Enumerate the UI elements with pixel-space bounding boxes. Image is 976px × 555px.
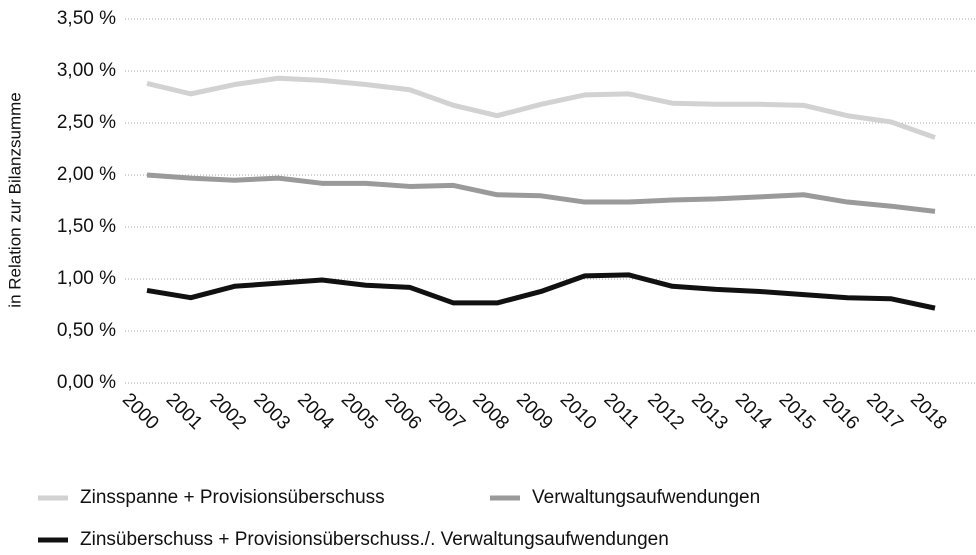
x-tick-label: 2012 bbox=[643, 389, 688, 434]
x-tick-label: 2011 bbox=[599, 389, 643, 433]
x-tick-label: 2002 bbox=[205, 389, 250, 434]
x-tick-label: 2013 bbox=[687, 389, 732, 434]
y-tick-label: 3,00 % bbox=[57, 60, 116, 81]
y-tick-label: 1,50 % bbox=[57, 216, 116, 237]
x-tick-label: 2015 bbox=[775, 389, 820, 434]
x-tick-label: 2016 bbox=[818, 389, 863, 434]
legend-label: Zinsüberschuss + Provisionsüberschuss./.… bbox=[80, 529, 669, 550]
legend-label: Verwaltungsaufwendungen bbox=[532, 487, 760, 508]
y-tick-label: 2,00 % bbox=[57, 164, 116, 185]
y-tick-label: 0,00 % bbox=[57, 372, 116, 393]
x-tick-label: 2001 bbox=[162, 389, 207, 434]
x-tick-label: 2018 bbox=[906, 389, 951, 434]
data-line bbox=[146, 272, 936, 311]
legend-label: Zinsspanne + Provisionsüberschuss bbox=[80, 487, 385, 508]
x-tick-label: 2004 bbox=[293, 389, 338, 434]
y-axis-label: in Relation zur Bilanzsumme bbox=[5, 92, 24, 307]
x-tick-label: 2009 bbox=[512, 389, 557, 434]
x-tick-label: 2007 bbox=[424, 389, 469, 434]
y-tick-label: 3,50 % bbox=[57, 8, 116, 29]
data-line bbox=[146, 75, 936, 140]
y-tick-label: 2,50 % bbox=[57, 112, 116, 133]
x-tick-label: 2017 bbox=[862, 389, 907, 434]
y-tick-label: 1,00 % bbox=[57, 268, 116, 289]
y-tick-label: 0,50 % bbox=[57, 320, 116, 341]
x-tick-label: 2008 bbox=[468, 389, 513, 434]
x-tick-label: 2005 bbox=[337, 389, 382, 434]
x-tick-label: 2003 bbox=[249, 389, 294, 434]
data-line bbox=[146, 172, 936, 214]
x-tick-label: 2014 bbox=[731, 389, 776, 434]
x-tick-label: 2010 bbox=[556, 389, 601, 434]
x-tick-label: 2000 bbox=[118, 389, 163, 434]
x-tick-label: 2006 bbox=[381, 389, 426, 434]
